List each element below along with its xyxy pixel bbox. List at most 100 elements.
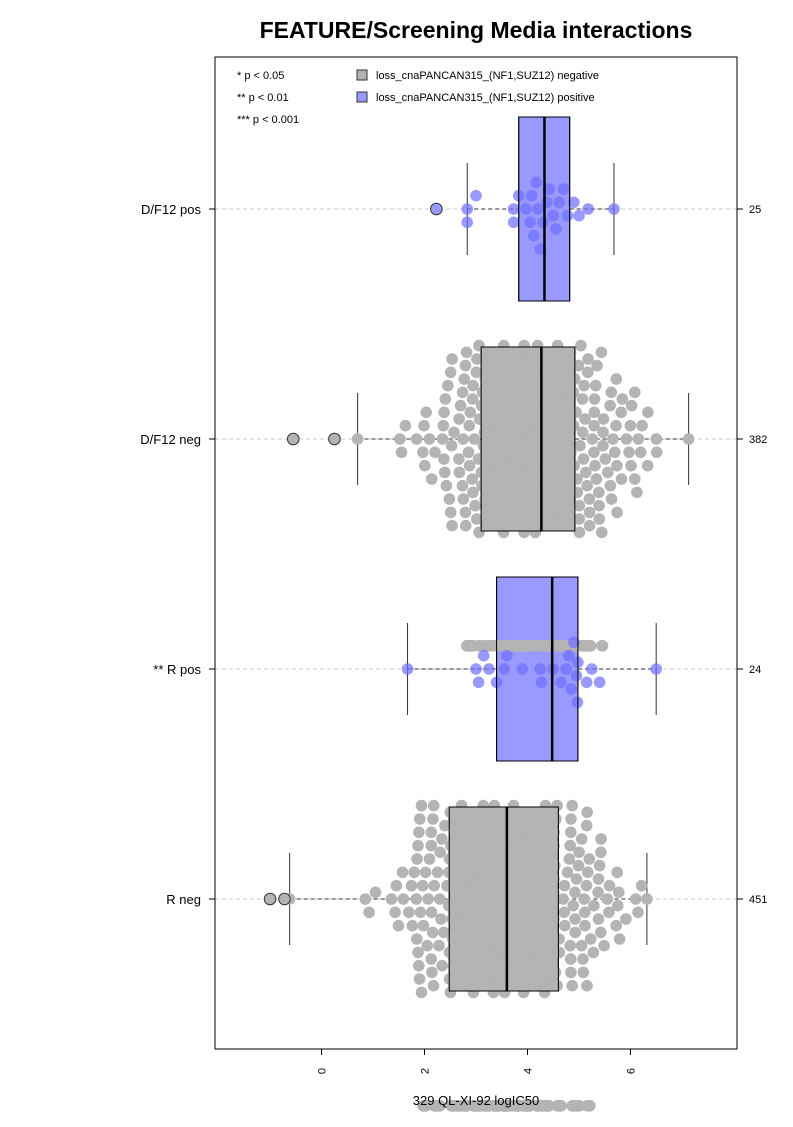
data-point bbox=[513, 906, 525, 919]
data-point bbox=[525, 189, 538, 202]
data-point bbox=[539, 853, 552, 865]
data-point bbox=[490, 499, 502, 512]
data-point bbox=[522, 499, 535, 512]
data-point bbox=[574, 439, 586, 452]
data-point bbox=[528, 473, 540, 485]
data-point bbox=[470, 189, 482, 202]
data-point bbox=[436, 433, 449, 445]
data-point bbox=[507, 813, 519, 825]
data-point bbox=[525, 939, 537, 952]
data-point bbox=[554, 439, 566, 452]
data-point bbox=[595, 846, 607, 859]
data-point bbox=[551, 366, 563, 379]
data-point bbox=[470, 879, 483, 892]
count-label: 24 bbox=[749, 664, 761, 676]
data-point bbox=[453, 466, 466, 479]
data-point bbox=[507, 386, 520, 399]
data-point bbox=[456, 386, 469, 399]
legend-swatch bbox=[356, 91, 368, 103]
data-point bbox=[682, 433, 695, 445]
data-point bbox=[363, 906, 375, 919]
data-point bbox=[425, 839, 438, 852]
data-point bbox=[579, 413, 591, 425]
data-point bbox=[559, 466, 571, 479]
data-point bbox=[596, 640, 609, 652]
data-point bbox=[455, 919, 468, 932]
data-point bbox=[399, 419, 412, 432]
data-point bbox=[577, 453, 590, 465]
data-point bbox=[572, 859, 585, 872]
data-point bbox=[567, 899, 579, 912]
data-point bbox=[475, 833, 488, 845]
data-point bbox=[517, 393, 529, 405]
box-outline bbox=[496, 576, 579, 762]
data-point bbox=[580, 819, 593, 832]
significance-legend-entry: ** p < 0.01 bbox=[237, 92, 289, 104]
data-point bbox=[459, 519, 472, 532]
data-point bbox=[532, 203, 544, 215]
data-point bbox=[524, 216, 536, 229]
data-point bbox=[476, 959, 489, 972]
data-point bbox=[562, 649, 575, 662]
data-point bbox=[536, 906, 549, 919]
data-point bbox=[597, 439, 609, 452]
data-point bbox=[562, 493, 574, 505]
data-point bbox=[513, 506, 526, 519]
data-point bbox=[420, 1100, 432, 1112]
data-point bbox=[412, 946, 424, 959]
data-point bbox=[454, 846, 466, 859]
data-point bbox=[582, 366, 594, 379]
data-point bbox=[458, 373, 471, 385]
data-point bbox=[582, 866, 594, 879]
significance-legend-entry: *** p < 0.001 bbox=[237, 114, 299, 126]
data-point bbox=[486, 826, 499, 839]
data-point bbox=[413, 973, 426, 985]
data-point bbox=[635, 879, 648, 892]
data-point bbox=[414, 906, 427, 919]
data-point bbox=[518, 526, 530, 539]
data-point bbox=[566, 799, 578, 812]
data-point bbox=[486, 393, 498, 405]
data-point bbox=[406, 919, 419, 932]
data-point bbox=[511, 373, 524, 385]
data-point bbox=[565, 966, 577, 979]
data-point bbox=[497, 526, 510, 539]
data-point bbox=[588, 899, 600, 912]
data-point bbox=[413, 959, 425, 972]
data-point bbox=[573, 846, 585, 859]
data-point bbox=[611, 506, 623, 519]
data-point bbox=[537, 826, 549, 839]
data-point bbox=[580, 879, 593, 892]
data-point bbox=[505, 946, 518, 959]
data-point bbox=[476, 479, 488, 492]
data-point bbox=[588, 393, 601, 405]
data-point bbox=[604, 479, 617, 492]
data-point bbox=[534, 243, 547, 255]
data-point bbox=[592, 886, 604, 899]
data-point bbox=[501, 649, 513, 662]
data-point bbox=[419, 866, 432, 879]
data-point bbox=[410, 433, 423, 445]
data-point bbox=[634, 446, 647, 459]
data-point bbox=[596, 526, 608, 539]
data-point bbox=[498, 493, 511, 505]
data-point bbox=[593, 486, 605, 499]
data-point bbox=[616, 393, 629, 405]
data-point bbox=[530, 859, 542, 872]
data-point bbox=[508, 426, 521, 439]
data-point bbox=[444, 366, 457, 379]
data-point bbox=[533, 919, 546, 932]
data-point bbox=[607, 433, 619, 445]
data-point bbox=[476, 386, 489, 399]
data-point bbox=[433, 939, 445, 952]
data-point bbox=[516, 953, 528, 965]
data-point bbox=[586, 433, 599, 445]
data-point bbox=[509, 873, 522, 885]
data-point bbox=[467, 806, 480, 819]
data-point bbox=[587, 946, 600, 959]
data-point bbox=[560, 663, 572, 675]
data-point bbox=[563, 433, 575, 445]
data-point bbox=[441, 879, 453, 892]
data-point bbox=[525, 833, 538, 845]
